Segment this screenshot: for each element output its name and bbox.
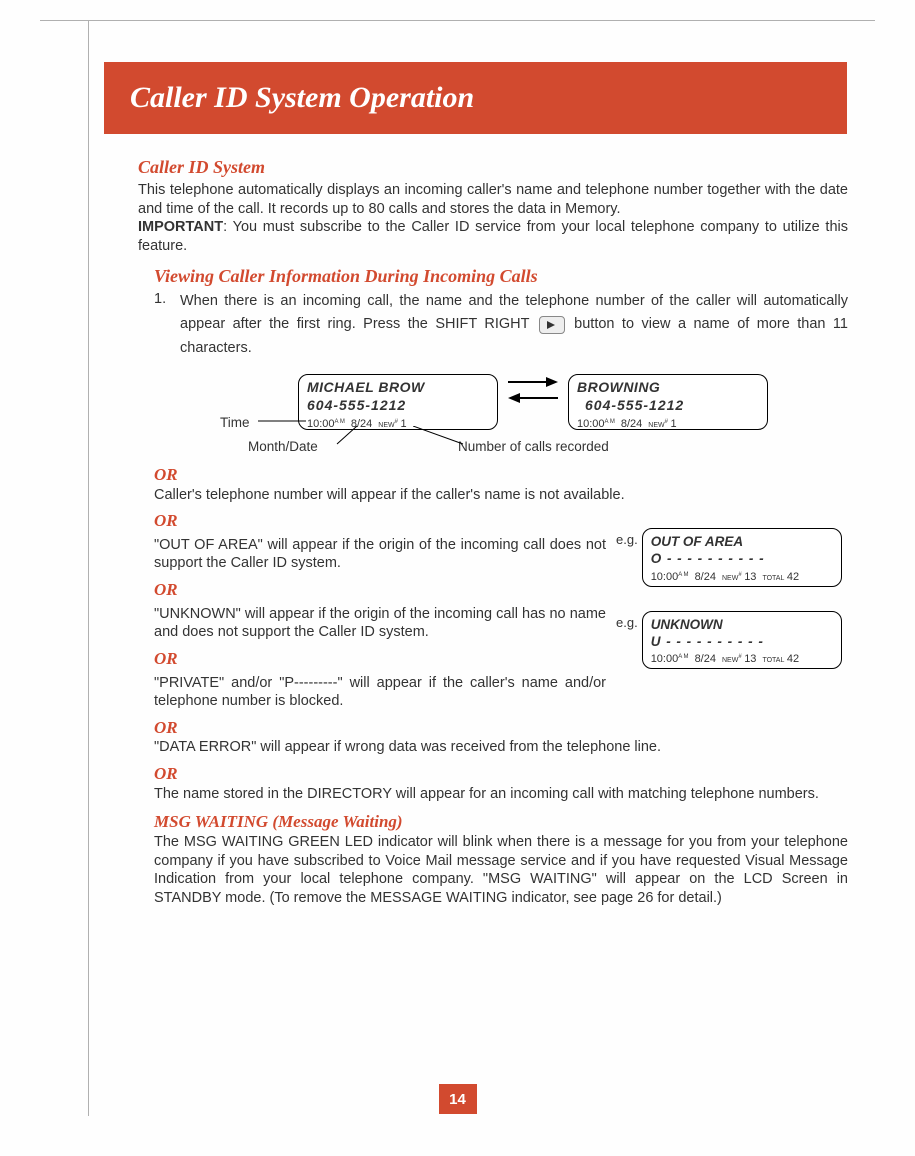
step-1: 1. When there is an incoming call, the n… <box>154 290 848 360</box>
page-number: 14 <box>449 1091 466 1108</box>
eg-unk-total-n: 42 <box>787 653 799 665</box>
eg-out-line1: OUT OF AREA <box>651 533 833 550</box>
eg-out-ampm: A M <box>678 572 688 578</box>
lcd-right-new-label: NEW <box>648 422 664 429</box>
chapter-title: Caller ID System Operation <box>130 81 474 115</box>
lcd-example-row: MICHAEL BROW 604-555-1212 10:00A M 8/24 … <box>168 368 848 458</box>
important-body: : You must subscribe to the Caller ID se… <box>138 219 848 254</box>
eg-out-hash: # <box>738 572 741 578</box>
lcd-left-count: 1 <box>401 418 407 430</box>
eg-out-total-n: 42 <box>787 571 799 583</box>
or-heading-6: OR <box>154 763 848 785</box>
eg-out-time: 10:00 <box>651 571 679 583</box>
eg-unk-line2: U - - - - - - - - - - <box>651 633 833 650</box>
crop-mark-top <box>40 20 875 21</box>
eg-unk-new-label: NEW <box>722 657 738 664</box>
important-label: IMPORTANT <box>138 219 223 235</box>
lcd-left-name: MICHAEL BROW <box>307 379 489 397</box>
page-number-badge: 14 <box>439 1084 477 1114</box>
crop-mark-vertical <box>88 20 89 1116</box>
lcd-right-time: 10:00 <box>577 418 605 430</box>
eg-label-1: e.g. <box>616 532 638 549</box>
lcd-right-ampm: A M <box>605 419 615 425</box>
leader-line-count <box>413 426 468 446</box>
arrow-right-icon <box>508 376 558 388</box>
section-title-caller-id: Caller ID System <box>138 156 848 179</box>
lcd-right-count: 1 <box>671 418 677 430</box>
or-text-4: "PRIVATE" and/or "P---------" will appea… <box>154 674 616 711</box>
lcd-right-date: 8/24 <box>621 417 642 431</box>
eg-unk-line1: UNKNOWN <box>651 616 833 633</box>
lcd-left-ampm: A M <box>335 419 345 425</box>
eg-unk-status: 10:00A M 8/24 NEW# 13 TOTAL 42 <box>651 652 833 666</box>
step-body: When there is an incoming call, the name… <box>180 290 848 360</box>
leader-line-time <box>258 420 306 422</box>
or-heading-2: OR <box>154 510 616 532</box>
label-time: Time <box>220 414 250 431</box>
or-heading-1: OR <box>154 464 848 486</box>
arrow-left-icon <box>508 392 558 404</box>
shift-right-icon <box>539 316 565 334</box>
section-title-msg-waiting: MSG WAITING (Message Waiting) <box>154 811 848 833</box>
lcd-left-hash: # <box>395 419 398 425</box>
eg-unk-ampm: A M <box>678 654 688 660</box>
or-heading-5: OR <box>154 717 848 739</box>
eg-unk-date: 8/24 <box>695 652 716 666</box>
eg-out-new-n: 13 <box>744 571 756 583</box>
lcd-right-number: 604-555-1212 <box>577 397 759 415</box>
section-title-viewing: Viewing Caller Information During Incomi… <box>154 265 848 288</box>
label-date: Month/Date <box>248 438 318 455</box>
intro-paragraph: This telephone automatically displays an… <box>138 181 848 218</box>
eg-unk-hash: # <box>738 654 741 660</box>
lcd-right-status: 10:00A M 8/24 NEW# 1 <box>577 417 759 431</box>
lcd-display-left: MICHAEL BROW 604-555-1212 10:00A M 8/24 … <box>298 374 498 430</box>
label-count: Number of calls recorded <box>458 438 609 455</box>
lcd-left-time: 10:00 <box>307 418 335 430</box>
eg-unk-total-label: TOTAL <box>762 657 784 664</box>
or-text-5: "DATA ERROR" will appear if wrong data w… <box>154 738 848 757</box>
chapter-header: Caller ID System Operation <box>104 62 847 134</box>
or-text-3: "UNKNOWN" will appear if the origin of t… <box>154 605 616 642</box>
or-text-2: "OUT OF AREA" will appear if the origin … <box>154 536 616 573</box>
leader-line-date <box>333 426 363 446</box>
eg-out-total-label: TOTAL <box>762 575 784 582</box>
eg-out-line2: O - - - - - - - - - - <box>651 550 833 567</box>
lcd-display-right: BROWNING 604-555-1212 10:00A M 8/24 NEW#… <box>568 374 768 430</box>
lcd-left-new-label: NEW <box>378 422 394 429</box>
eg-unk-time: 10:00 <box>651 653 679 665</box>
or-text-1: Caller's telephone number will appear if… <box>154 486 848 505</box>
important-note: IMPORTANT: You must subscribe to the Cal… <box>138 218 848 255</box>
eg-out-new-label: NEW <box>722 575 738 582</box>
or-heading-3: OR <box>154 579 616 601</box>
eg-out-date: 8/24 <box>695 570 716 584</box>
or-text-6: The name stored in the DIRECTORY will ap… <box>154 785 848 804</box>
msg-waiting-body: The MSG WAITING GREEN LED indicator will… <box>154 833 848 907</box>
eg-out-status: 10:00A M 8/24 NEW# 13 TOTAL 42 <box>651 570 833 584</box>
lcd-unknown: UNKNOWN U - - - - - - - - - - 10:00A M 8… <box>642 611 842 670</box>
step-number: 1. <box>154 290 180 360</box>
eg-unk-new-n: 13 <box>744 653 756 665</box>
lcd-right-hash: # <box>665 419 668 425</box>
lcd-out-of-area: OUT OF AREA O - - - - - - - - - - 10:00A… <box>642 528 842 587</box>
lcd-left-number: 604-555-1212 <box>307 397 489 415</box>
or-heading-4: OR <box>154 648 616 670</box>
page-content: Caller ID System This telephone automati… <box>138 156 848 907</box>
eg-label-2: e.g. <box>616 615 638 632</box>
lcd-right-name: BROWNING <box>577 379 759 397</box>
